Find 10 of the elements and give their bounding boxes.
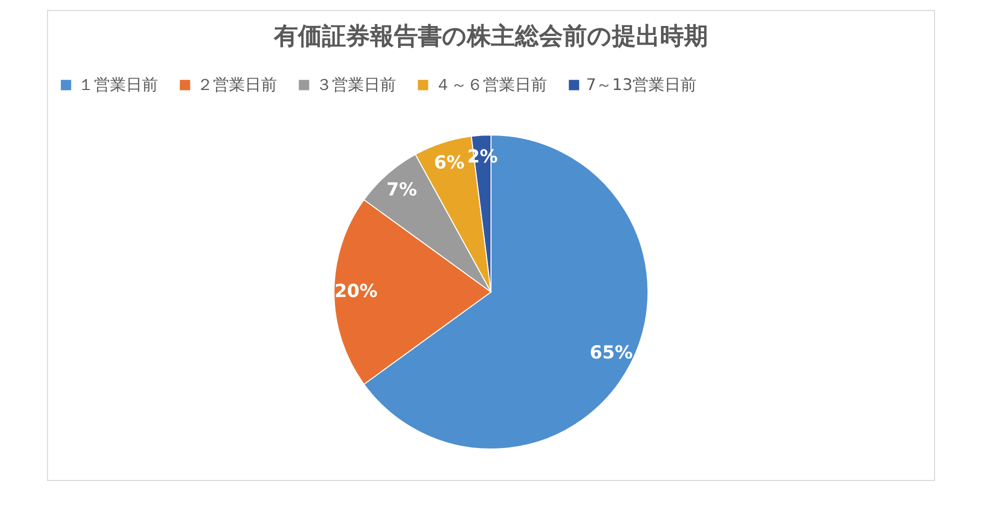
legend-label: ４～６営業日前 [435, 75, 547, 94]
data-label: 6% [434, 152, 465, 174]
legend-label: ３営業日前 [316, 75, 396, 94]
data-label: 65% [590, 342, 633, 364]
chart-title: 有価証券報告書の株主総会前の提出時期 [273, 22, 708, 50]
data-label: 7% [386, 180, 418, 201]
legend-label: 7～13営業日前 [586, 75, 697, 94]
legend-label: １営業日前 [78, 75, 158, 94]
legend-label: ２営業日前 [197, 75, 277, 94]
data-label: 20% [334, 281, 378, 302]
